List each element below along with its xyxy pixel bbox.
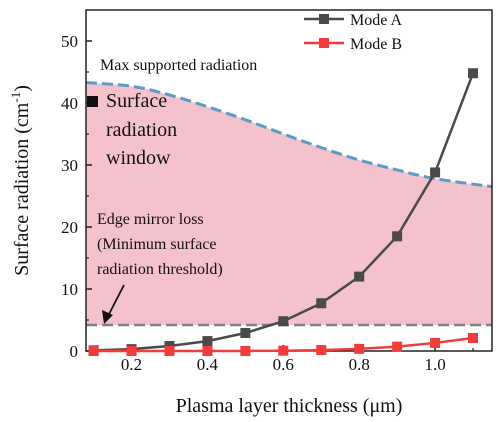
y-tick-label: 10 xyxy=(61,280,78,299)
mode-b-marker xyxy=(316,345,327,356)
max-radiation-label: Max supported radiation xyxy=(100,57,257,74)
mode-b-marker xyxy=(126,346,137,356)
mode-a-marker xyxy=(430,167,441,178)
mode-b-marker xyxy=(240,346,251,356)
mode-a-marker xyxy=(240,328,251,339)
mode-a-marker xyxy=(354,271,365,282)
window-marker-icon xyxy=(87,96,98,107)
window-label: Surface xyxy=(106,90,167,112)
plot-area: 0.2 0.4 0.6 0.8 1.0 0 10 20 30 40 50 Plasma layer t… xyxy=(8,9,493,417)
x-tick-label: 0.2 xyxy=(121,355,142,374)
legend-label: Mode B xyxy=(350,36,402,53)
mode-b-marker xyxy=(88,346,99,356)
y-tick-label: 30 xyxy=(61,156,78,175)
arrow-head xyxy=(102,310,113,324)
x-axis-title: Plasma layer thickness (μm) xyxy=(176,395,403,417)
radiation-window-fill xyxy=(86,82,492,325)
y-axis-title: Surface radiation (cm-1) xyxy=(8,85,33,276)
y-tick-label: 0 xyxy=(70,342,79,361)
mode-b-marker xyxy=(202,346,213,356)
max-radiation-curve xyxy=(85,81,493,189)
mode-a-marker xyxy=(202,336,213,347)
x-tick-label: 0.6 xyxy=(273,355,294,374)
y-tick-label: 40 xyxy=(61,94,78,113)
mode-b-marker xyxy=(430,337,441,348)
x-tick-label: 0.8 xyxy=(349,355,370,374)
x-tick-label: 1.0 xyxy=(424,355,445,374)
mode-b-marker xyxy=(354,343,365,354)
loss-label: (Minimum surface xyxy=(97,236,217,253)
legend-label: Mode A xyxy=(350,12,402,29)
mode-b-marker xyxy=(468,332,479,343)
mode-b-marker xyxy=(392,341,403,352)
window-label: radiation xyxy=(106,119,177,141)
mode-b-marker xyxy=(278,345,289,356)
mode-a-marker xyxy=(316,298,327,309)
y-tick-label: 20 xyxy=(61,218,78,237)
mode-a-marker xyxy=(278,316,289,327)
window-label: window xyxy=(106,147,171,169)
legend-marker xyxy=(319,38,329,48)
arrow-shaft xyxy=(106,284,125,319)
mode-a-marker xyxy=(392,231,403,242)
loss-label: radiation threshold) xyxy=(97,261,223,278)
legend-marker xyxy=(319,14,329,24)
y-tick-label: 50 xyxy=(61,32,78,51)
loss-label: Edge mirror loss xyxy=(97,211,204,228)
mode-a-marker xyxy=(468,68,479,79)
x-tick-label: 0.4 xyxy=(197,355,219,374)
mode-b-marker xyxy=(164,346,175,356)
